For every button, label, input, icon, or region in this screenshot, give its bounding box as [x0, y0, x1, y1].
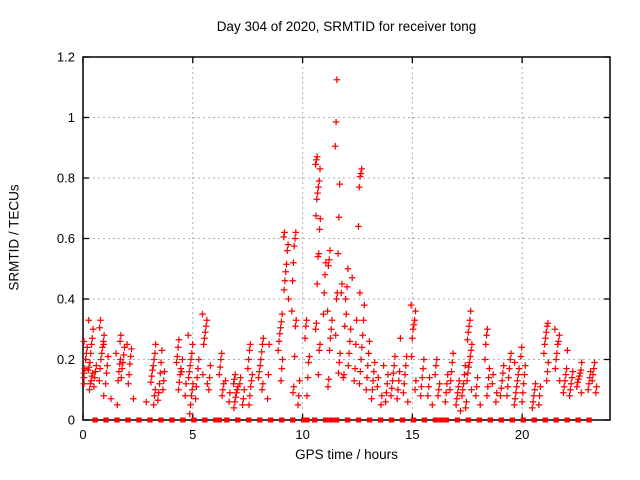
tick-labels: 0 5 10 15 20 0 0.2 0.4 0.6 0.8 1 1.2: [57, 50, 529, 443]
x-tick-label: 20: [515, 427, 529, 442]
x-tick-label: 10: [295, 427, 309, 442]
y-tick-label: 0: [68, 413, 75, 428]
y-tick-label: 1.2: [57, 50, 75, 65]
x-tick-label: 5: [189, 427, 196, 442]
y-tick-label: 0.4: [57, 292, 75, 307]
x-axis-label: GPS time / hours: [295, 447, 398, 462]
y-tick-label: 0.8: [57, 171, 75, 186]
scatter-points: [80, 76, 600, 418]
x-tick-label: 15: [405, 427, 419, 442]
y-tick-label: 0.2: [57, 352, 75, 367]
chart-title: Day 304 of 2020, SRMTID for receiver ton…: [216, 19, 477, 34]
x-tick-label: 0: [79, 427, 86, 442]
zero-line-markers: [92, 417, 592, 423]
gridlines: [83, 57, 610, 420]
y-tick-label: 0.6: [57, 231, 75, 246]
y-tick-label: 1: [68, 110, 75, 125]
